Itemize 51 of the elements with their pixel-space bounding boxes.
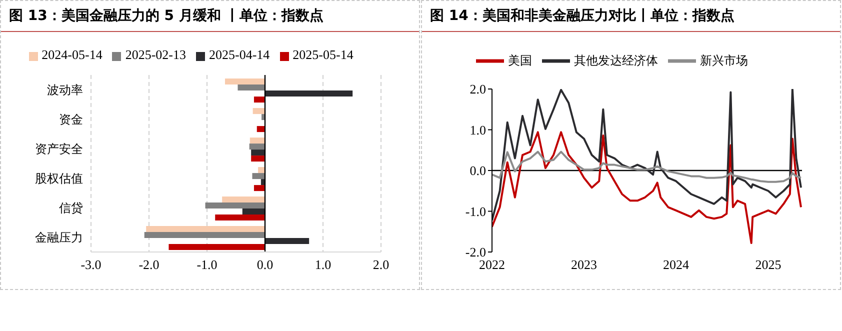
chart-title: 图 13：美国金融压力的 5 月缓和 丨单位：指数点 [1, 1, 419, 32]
legend-label: 2025-05-14 [292, 47, 354, 62]
y-tick-label: 0.0 [470, 163, 486, 178]
y-tick-label: 信贷 [59, 201, 83, 216]
bar [265, 90, 353, 97]
bar [251, 150, 265, 156]
legend-label: 其他发达经济体 [574, 53, 658, 68]
x-tick-label: -2.0 [138, 257, 160, 272]
bar [168, 244, 265, 250]
x-tick-label: 2.0 [372, 257, 390, 272]
y-tick-label: 1.0 [470, 122, 486, 138]
bar [252, 173, 265, 180]
bar [242, 208, 265, 215]
bar [146, 226, 265, 232]
x-tick-label: 2024 [662, 257, 690, 272]
bar [252, 108, 265, 114]
bar [222, 196, 265, 203]
y-tick-label: 2.0 [470, 82, 486, 97]
y-tick-label: -1.0 [465, 204, 486, 219]
bar [258, 167, 265, 174]
bar [265, 238, 310, 244]
legend-label: 新兴市场 [700, 53, 748, 68]
legend-label: 2025-02-13 [125, 47, 186, 62]
legend-label: 2024-05-14 [42, 47, 102, 62]
legend-label: 美国 [508, 53, 532, 68]
bar [144, 232, 265, 238]
x-tick-label: 2022 [479, 257, 505, 272]
bar [224, 78, 265, 85]
bar [251, 156, 265, 162]
y-tick-label: -2.0 [465, 244, 486, 260]
bar [256, 126, 265, 132]
bar [254, 96, 265, 103]
x-tick-label: 1.0 [314, 257, 332, 272]
bar [205, 202, 265, 209]
chart-title: 图 14：美国和非美金融压力对比丨单位：指数点 [422, 1, 840, 32]
bar [238, 84, 265, 91]
y-tick-label: 波动率 [47, 83, 83, 98]
y-tick-label: 资金 [59, 112, 83, 127]
x-tick-label: 2025 [755, 257, 782, 272]
x-tick-label: -3.0 [80, 257, 102, 272]
x-tick-label: 2023 [570, 257, 597, 272]
x-tick-label: 0.0 [256, 257, 274, 272]
y-tick-label: 资产安全 [35, 142, 83, 156]
bar [250, 138, 265, 144]
legend-label: 2025-04-14 [209, 47, 270, 62]
x-tick-label: -1.0 [196, 257, 218, 272]
bar [215, 214, 265, 221]
bar [249, 144, 265, 150]
y-tick-label: 金融压力 [35, 230, 83, 245]
bar [254, 185, 265, 192]
y-tick-label: 股权估值 [35, 172, 83, 186]
